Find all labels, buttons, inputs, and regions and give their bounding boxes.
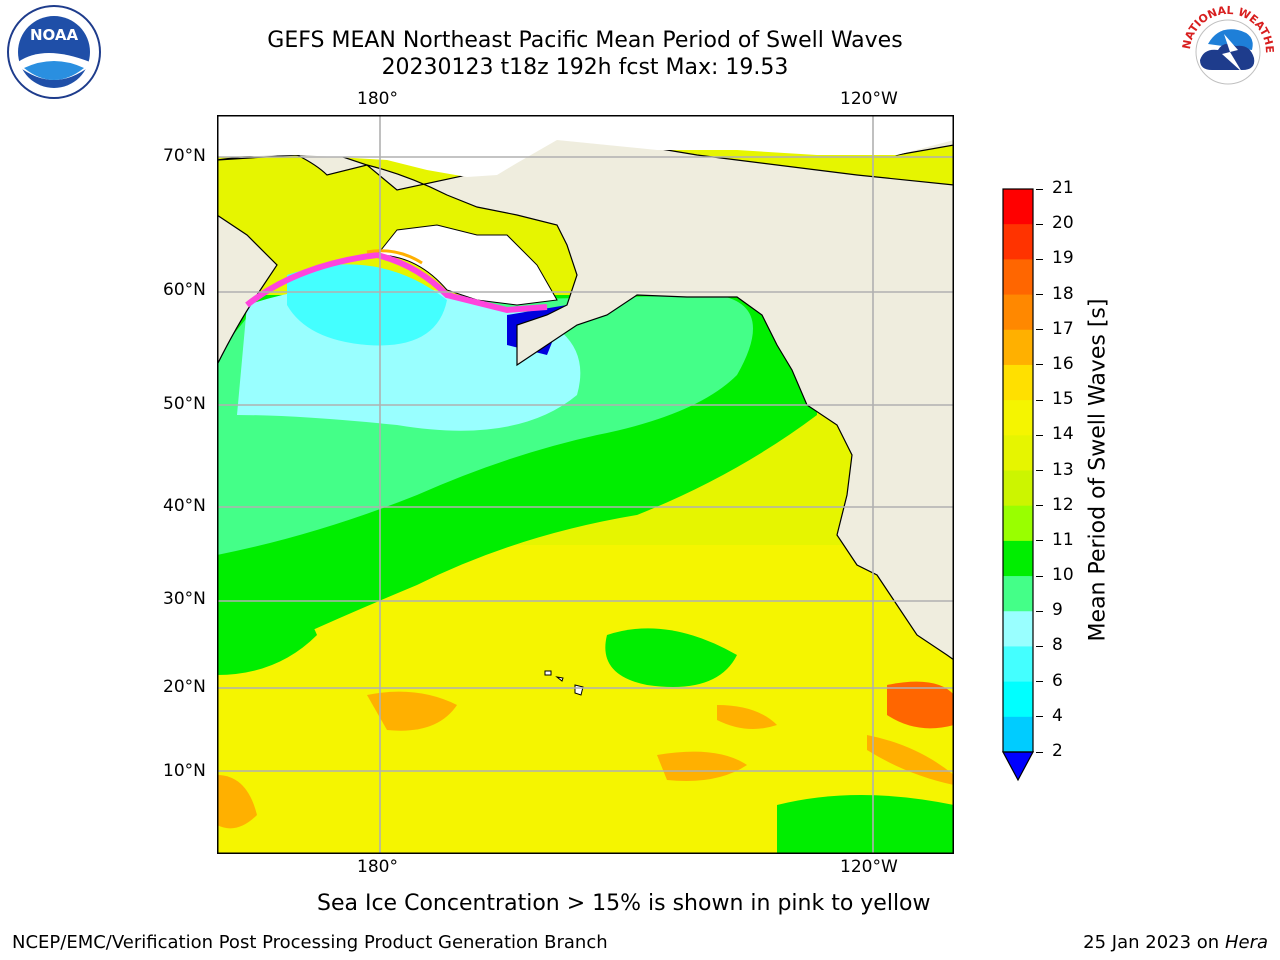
lat-label-20n: 20°N xyxy=(163,677,206,697)
colorbar-tick-label: 2 xyxy=(1052,741,1063,761)
lat-label-30n: 30°N xyxy=(163,589,206,609)
colorbar-tick-mark xyxy=(1036,681,1043,683)
colorbar-tick-label: 17 xyxy=(1052,318,1074,339)
colorbar-block xyxy=(1003,294,1033,331)
colorbar-block xyxy=(1003,540,1033,577)
colorbar xyxy=(1001,188,1035,782)
footer-date-text: 25 Jan 2023 on xyxy=(1083,932,1225,953)
colorbar-tick-mark xyxy=(1036,505,1043,507)
colorbar-tick-mark xyxy=(1036,434,1043,436)
lat-label-10n: 10°N xyxy=(163,761,206,781)
colorbar-tick-mark xyxy=(1036,329,1043,331)
nws-logo: NATIONAL WEATHER SERVICE xyxy=(1178,4,1276,98)
colorbar-tick-mark xyxy=(1036,399,1043,401)
lat-label-70n: 70°N xyxy=(163,146,206,166)
colorbar-tick-mark xyxy=(1036,716,1043,718)
siberia-land xyxy=(217,160,278,366)
colorbar-block xyxy=(1003,259,1033,296)
lon-label-top-180: 180° xyxy=(357,89,398,109)
lat-label-60n: 60°N xyxy=(163,280,206,300)
colorbar-block xyxy=(1003,329,1033,366)
colorbar-tick-mark xyxy=(1036,188,1043,190)
colorbar-block xyxy=(1003,189,1033,225)
colorbar-tick-label: 15 xyxy=(1052,389,1074,410)
colorbar-block xyxy=(1003,400,1033,436)
map-title: GEFS MEAN Northeast Pacific Mean Period … xyxy=(267,28,903,53)
colorbar-tick-label: 4 xyxy=(1052,705,1063,726)
colorbar-tick-label: 10 xyxy=(1052,565,1074,586)
colorbar-tick-mark xyxy=(1036,470,1043,471)
land-mass xyxy=(217,134,954,661)
colorbar-block xyxy=(1003,435,1033,471)
colorbar-tick-label: 19 xyxy=(1052,248,1074,269)
colorbar-block xyxy=(1003,505,1033,542)
noaa-logo-text: NOAA xyxy=(30,26,79,44)
colorbar-tick-label: 9 xyxy=(1052,600,1063,621)
colorbar-tick-mark xyxy=(1036,751,1043,753)
colorbar-tick-mark xyxy=(1036,258,1043,260)
colorbar-block xyxy=(1003,576,1033,612)
orange-swell-patch xyxy=(367,691,457,731)
lon-label-bottom-180: 180° xyxy=(357,857,398,877)
colorbar-tick-mark xyxy=(1036,540,1043,542)
lat-label-50n: 50°N xyxy=(163,394,206,414)
colorbar-block xyxy=(1003,364,1033,401)
colorbar-tick-label: 16 xyxy=(1052,353,1074,374)
colorbar-block xyxy=(1003,646,1033,683)
colorbar-block xyxy=(1003,470,1033,507)
sea-ice-caption: Sea Ice Concentration > 15% is shown in … xyxy=(317,891,931,916)
footer-credit: NCEP/EMC/Verification Post Processing Pr… xyxy=(12,932,608,953)
colorbar-frame xyxy=(1002,188,1034,753)
arctic-ice xyxy=(217,115,954,177)
noaa-logo: NOAA xyxy=(7,5,101,99)
map-subtitle: 20230123 t18z 192h fcst Max: 19.53 xyxy=(381,55,789,80)
lon-label-top-120w: 120°W xyxy=(840,89,898,109)
colorbar-tick-label: 6 xyxy=(1052,670,1063,691)
graticule xyxy=(217,115,954,854)
colorbar-extend-arrow xyxy=(1001,751,1035,782)
lat-label-40n: 40°N xyxy=(163,496,206,516)
colorbar-label: Mean Period of Swell Waves [s] xyxy=(1085,298,1111,642)
colorbar-tick-label: 8 xyxy=(1052,635,1063,656)
colorbar-tick-mark xyxy=(1036,610,1043,612)
colorbar-tick-label: 18 xyxy=(1052,283,1074,304)
swell-period-map xyxy=(217,115,954,854)
colorbar-block xyxy=(1003,681,1033,718)
colorbar-tick-label: 14 xyxy=(1052,424,1074,445)
lon-label-bottom-120w: 120°W xyxy=(840,857,898,877)
colorbar-tick-label: 21 xyxy=(1052,178,1074,198)
colorbar-tick-label: 13 xyxy=(1052,459,1074,480)
colorbar-block xyxy=(1003,716,1033,753)
colorbar-block xyxy=(1003,611,1033,647)
colorbar-tick-mark xyxy=(1036,223,1043,225)
sea-ice-edge xyxy=(245,251,548,314)
colorbar-tick-mark xyxy=(1036,575,1043,577)
footer-date: 25 Jan 2023 on Hera xyxy=(1083,932,1268,953)
footer-machine: Hera xyxy=(1224,932,1268,953)
hawaii-islands xyxy=(544,670,584,696)
colorbar-block xyxy=(1003,224,1033,260)
colorbar-tick-label: 12 xyxy=(1052,494,1074,515)
colorbar-tick-label: 20 xyxy=(1052,213,1074,234)
colorbar-tick-mark xyxy=(1036,364,1043,366)
colorbar-tick-mark xyxy=(1036,645,1043,647)
colorbar-tick-mark xyxy=(1036,294,1043,296)
red-swell-patch xyxy=(887,681,954,729)
map-frame xyxy=(217,115,954,854)
colorbar-tick-label: 11 xyxy=(1052,529,1074,550)
